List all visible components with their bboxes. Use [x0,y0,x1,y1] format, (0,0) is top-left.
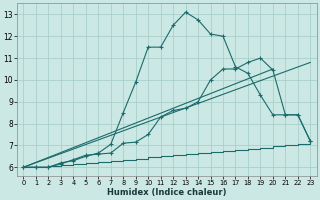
X-axis label: Humidex (Indice chaleur): Humidex (Indice chaleur) [107,188,227,197]
